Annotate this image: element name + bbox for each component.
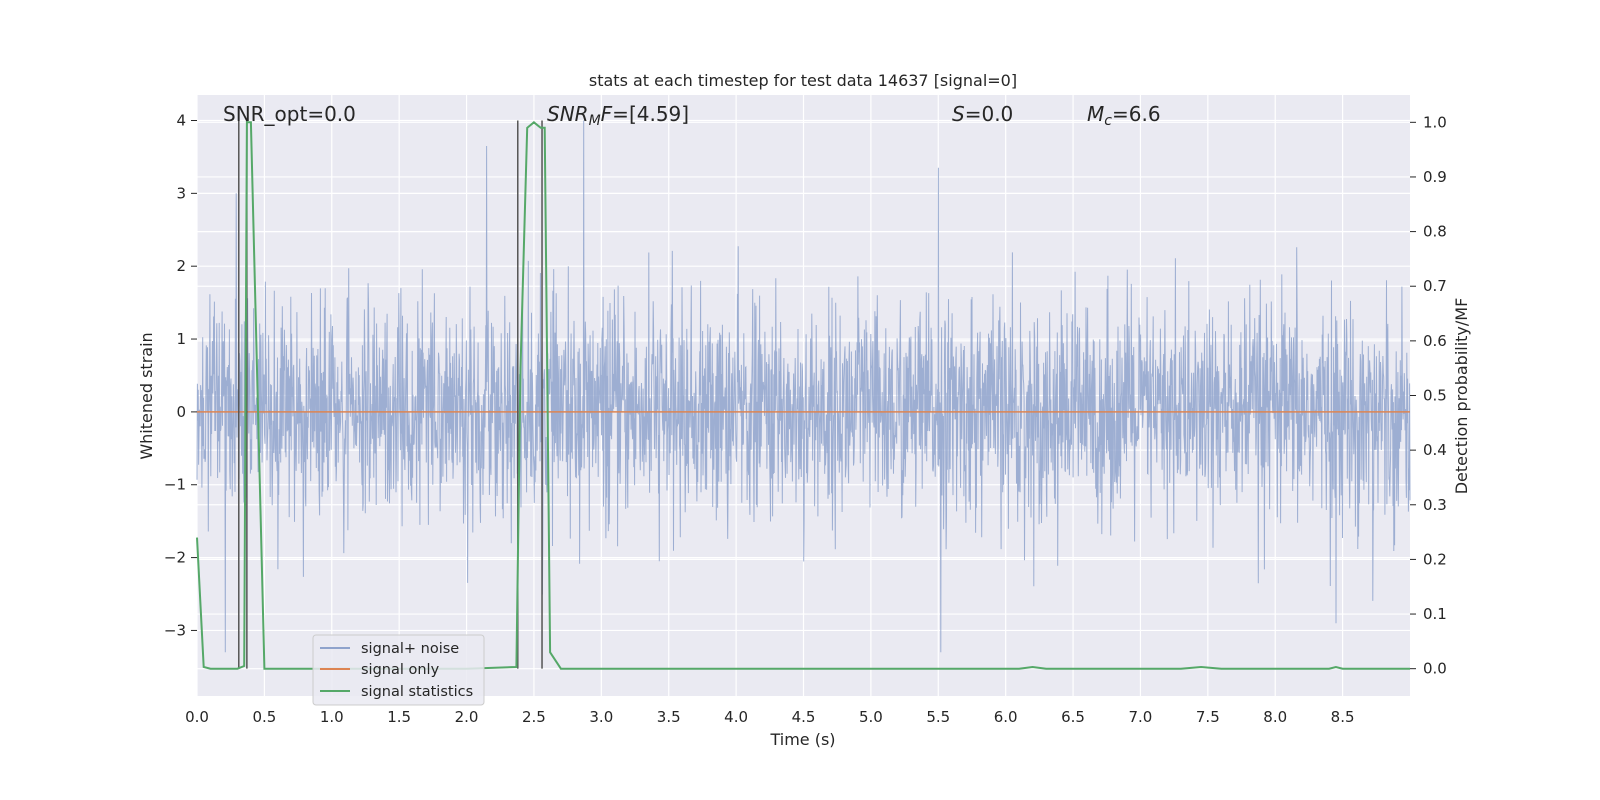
- y-tick-label: 1: [176, 330, 186, 348]
- y-tick-label: 3: [176, 184, 186, 202]
- y-ticks: −3 −2 −1 0 1 2 3 4: [164, 111, 197, 639]
- y2-tick-label: 0.6: [1423, 332, 1447, 350]
- signal-noise-series: [196, 120, 1411, 653]
- y-tick-label: −3: [164, 621, 186, 639]
- annotation-s: S=0.0: [952, 102, 1013, 126]
- y2-ticks: 0.0 0.1 0.2 0.3 0.4 0.5 0.6 0.7 0.8 0.9 1.0: [1410, 113, 1447, 678]
- x-tick-label: 0.5: [252, 708, 276, 726]
- y2-tick-label: 0.1: [1423, 605, 1447, 623]
- x-tick-label: 1.0: [320, 708, 344, 726]
- annotation-snr-opt: SNR_opt=0.0: [223, 102, 356, 126]
- x-tick-label: 4.0: [724, 708, 748, 726]
- y2-tick-label: 0.5: [1423, 387, 1447, 405]
- y-tick-label: −2: [164, 549, 186, 567]
- x-tick-label: 6.0: [994, 708, 1018, 726]
- y2-axis-label: Detection probability/MF: [1452, 298, 1471, 495]
- x-tick-label: 2.0: [455, 708, 479, 726]
- x-tick-label: 3.0: [589, 708, 613, 726]
- x-tick-label: 4.5: [792, 708, 816, 726]
- y2-tick-label: 0.7: [1423, 277, 1447, 295]
- x-ticks: 0.0 0.5 1.0 1.5 2.0 2.5 3.0 3.5 4.0 4.5 5.0 5.5 6.0 6…: [185, 708, 1354, 726]
- x-tick-label: 0.0: [185, 708, 209, 726]
- legend-box: [312, 634, 485, 706]
- y-axis-label: Whitened strain: [137, 332, 156, 459]
- legend: signal+ noise signal only signal statist…: [312, 634, 485, 706]
- y2-tick-label: 0.4: [1423, 441, 1447, 459]
- annotation-mc: Mc=6.6: [1087, 102, 1161, 129]
- y-tick-label: 4: [176, 111, 186, 129]
- x-tick-label: 2.5: [522, 708, 546, 726]
- x-tick-label: 8.5: [1331, 708, 1355, 726]
- x-tick-label: 1.5: [387, 708, 411, 726]
- y2-tick-label: 0.3: [1423, 496, 1447, 514]
- x-tick-label: 5.0: [859, 708, 883, 726]
- legend-label-statistics: signal statistics: [361, 684, 473, 700]
- y2-tick-label: 0.2: [1423, 550, 1447, 568]
- x-tick-label: 7.0: [1129, 708, 1153, 726]
- annotation-snr-mf: SNRMF=[4.59]: [547, 102, 689, 129]
- y2-tick-label: 0.9: [1423, 168, 1447, 186]
- x-tick-label: 5.5: [926, 708, 950, 726]
- y2-tick-label: 1.0: [1423, 113, 1447, 131]
- y2-tick-label: 0.0: [1423, 660, 1447, 678]
- x-axis-label: Time (s): [769, 730, 835, 749]
- x-tick-label: 3.5: [657, 708, 681, 726]
- chart-title: stats at each timestep for test data 146…: [589, 71, 1017, 90]
- y-tick-label: 0: [176, 403, 186, 421]
- noise-trace: [196, 120, 1411, 653]
- y-tick-label: 2: [176, 257, 186, 275]
- x-tick-label: 8.0: [1263, 708, 1287, 726]
- x-tick-label: 7.5: [1196, 708, 1220, 726]
- signal-statistics-series: [196, 121, 1410, 670]
- legend-label-signal-only: signal only: [361, 662, 440, 678]
- y-tick-label: −1: [164, 476, 186, 494]
- x-tick-label: 6.5: [1061, 708, 1085, 726]
- legend-label-noise: signal+ noise: [361, 641, 459, 657]
- y2-tick-label: 0.8: [1423, 223, 1447, 241]
